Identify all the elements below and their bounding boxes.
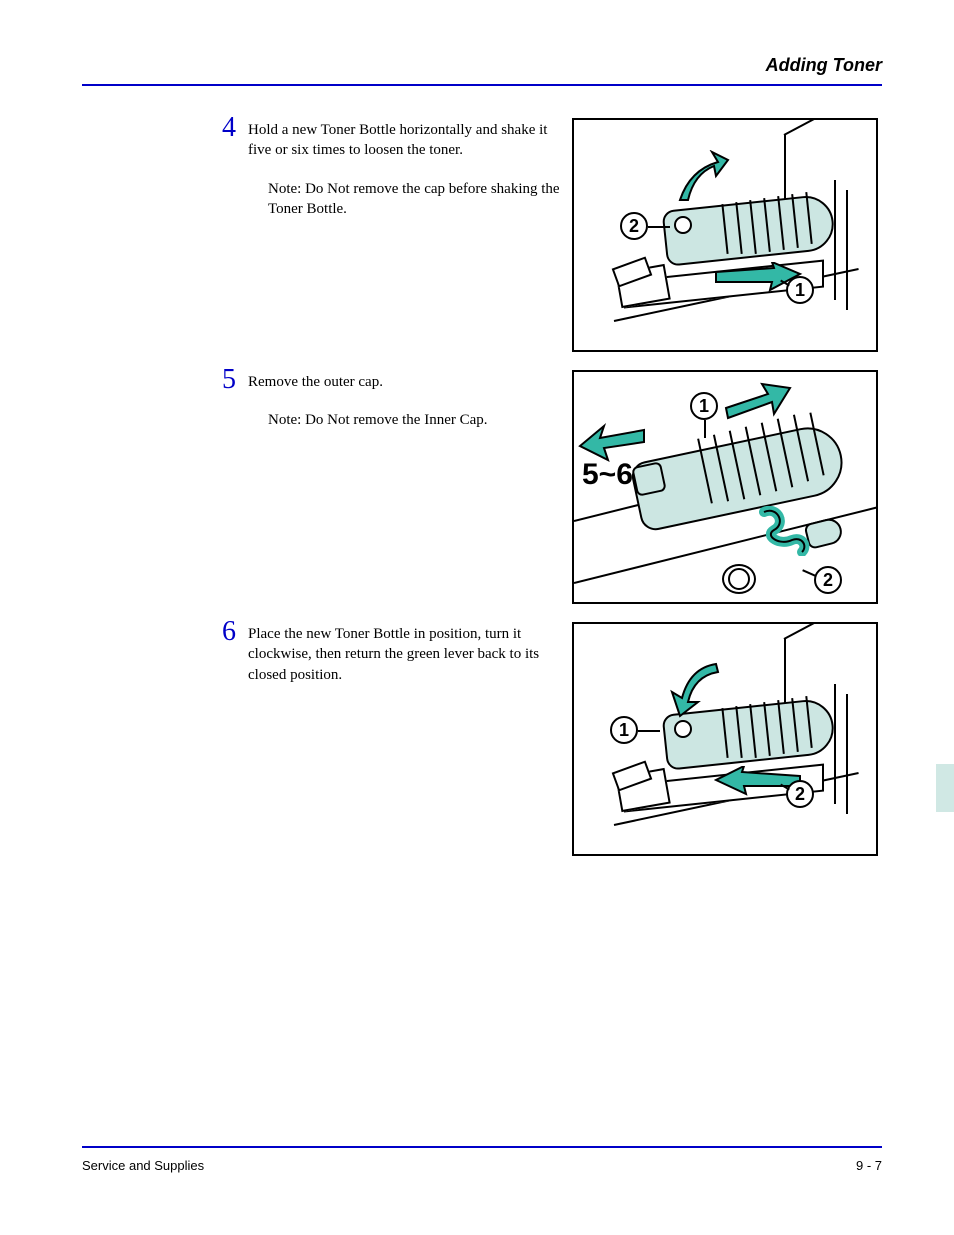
figure-4: 2 1 (572, 118, 878, 352)
arrow-down-curve-icon (660, 658, 730, 722)
step-5: 5 Remove the outer cap. Note: Do Not rem… (82, 370, 882, 604)
figure-6-callout-2: 2 (786, 780, 814, 808)
figure-6: 1 2 (572, 622, 878, 856)
step-6-body: Place the new Toner Bottle in position, … (248, 624, 562, 685)
step-6-number: 6 (222, 616, 244, 648)
step-6: 6 Place the new Toner Bottle in position… (82, 622, 882, 856)
figure-5-callout-2: 2 (814, 566, 842, 594)
arrow-up-icon (660, 150, 730, 210)
figure-5-callout-1: 1 (690, 392, 718, 420)
footer-right: 9 - 7 (856, 1158, 882, 1173)
step-4: 4 Hold a new Toner Bottle horizontally a… (82, 118, 882, 352)
step-4-note: Note: Do Not remove the cap before shaki… (248, 179, 562, 220)
step-5-body: Remove the outer cap. (248, 372, 562, 392)
page-header-title: Adding Toner (82, 55, 882, 84)
step-5-number: 5 (222, 364, 244, 396)
header-rule (82, 84, 882, 86)
footer-left: Service and Supplies (82, 1158, 204, 1173)
figure-5: 5~6 1 2 (572, 370, 878, 604)
figure-5-shake-count: 5~6 (582, 458, 633, 492)
figure-4-callout-2: 2 (620, 212, 648, 240)
step-5-note: Note: Do Not remove the Inner Cap. (248, 410, 562, 430)
page-side-tab (936, 764, 954, 812)
step-4-body: Hold a new Toner Bottle horizontally and… (248, 120, 562, 161)
figure-6-callout-1: 1 (610, 716, 638, 744)
figure-4-callout-1: 1 (786, 276, 814, 304)
squiggle-icon (758, 506, 814, 556)
arrow-right-up-icon (722, 374, 792, 424)
step-4-number: 4 (222, 112, 244, 144)
footer-rule (82, 1146, 882, 1148)
